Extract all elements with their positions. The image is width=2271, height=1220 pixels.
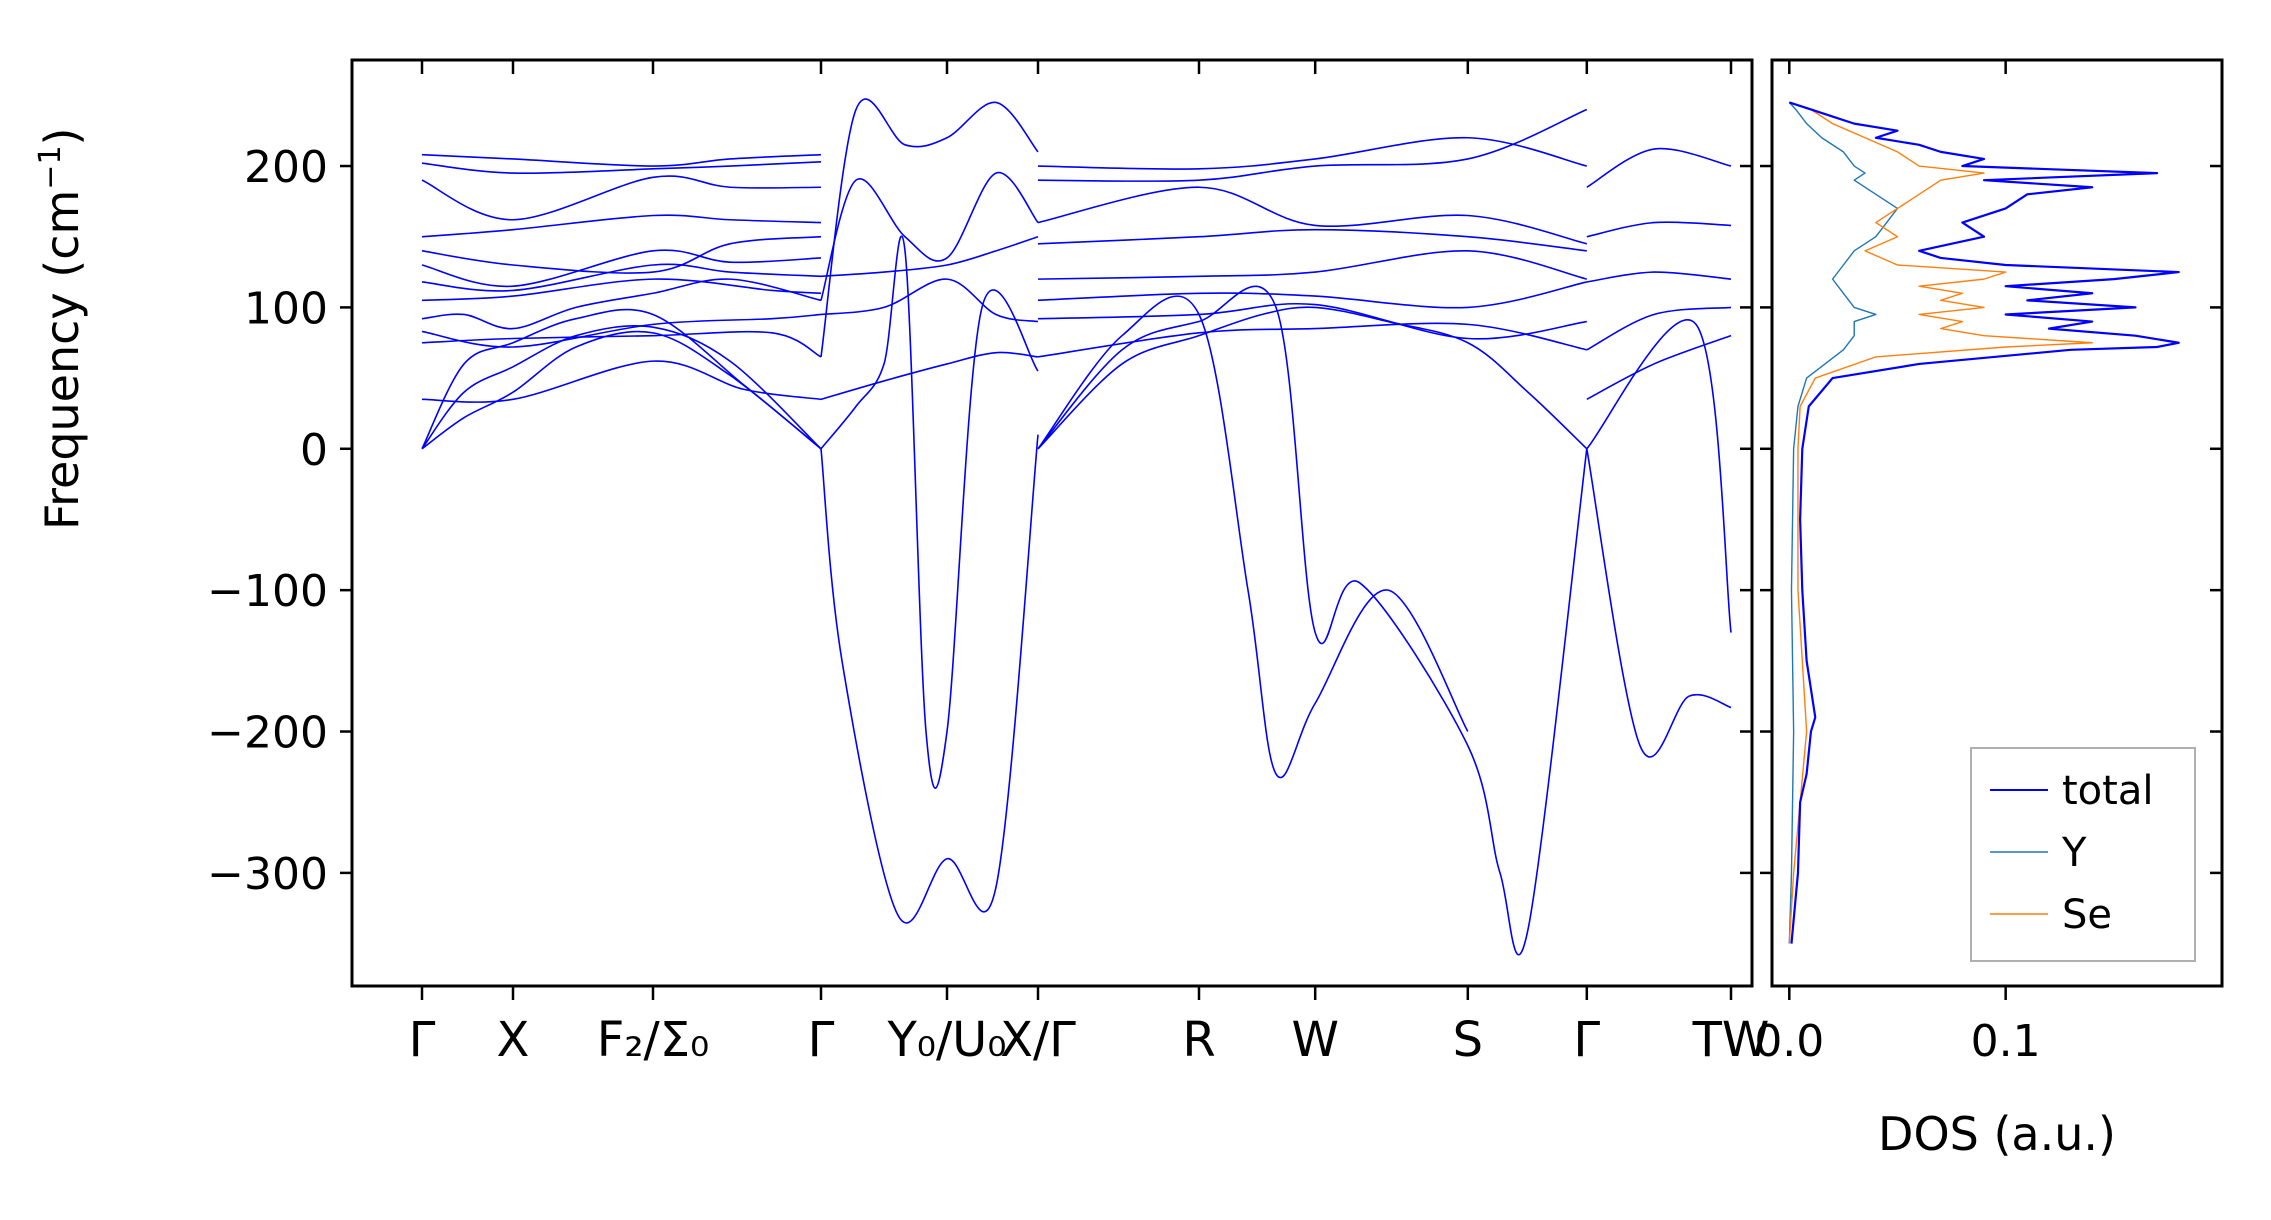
- high-symmetry-label: X/Γ: [1000, 1012, 1076, 1068]
- dos-x-tick-labels: 0.0 0.1: [1754, 1016, 2040, 1067]
- phonon-band-19: [820, 172, 1039, 301]
- legend-label-total: total: [2062, 768, 2153, 814]
- phonon-band-14: [421, 160, 822, 175]
- phonon-band-38: [1586, 271, 1732, 283]
- phonon-band-31: [1037, 186, 1587, 245]
- phonon-band-10: [421, 249, 822, 288]
- y-tick-label: 0: [300, 425, 328, 476]
- phonon-band-5: [421, 330, 822, 358]
- legend: total Y Se: [1970, 747, 2196, 962]
- phonon-band-13: [421, 175, 822, 221]
- dos-ticks: [1760, 60, 2222, 1000]
- high-symmetry-label: Y₀/U₀: [886, 1012, 1006, 1068]
- phonon-band-22: [820, 235, 1039, 278]
- phonon-band-30: [1037, 228, 1587, 252]
- phonon-band-25: [1037, 285, 1588, 956]
- dispersion-frame: [350, 58, 1754, 988]
- dos-frame: [1770, 58, 2224, 988]
- phonon-band-26: [1037, 322, 1587, 358]
- dos-x-tick-label: 0.0: [1754, 1016, 1824, 1067]
- y-tick-label: −200: [207, 708, 328, 759]
- phonon-band-32: [1037, 108, 1588, 183]
- dispersion-ticks: [340, 60, 1752, 1000]
- phonon-band-24: [1037, 295, 1469, 779]
- dos-plot-area: [1788, 101, 2180, 944]
- phonon-band-7: [421, 278, 822, 330]
- phonon-band-23: [1037, 306, 1588, 450]
- phonon-band-3: [421, 308, 822, 450]
- high-symmetry-label: W: [1291, 1012, 1338, 1068]
- high-symmetry-label: S: [1453, 1012, 1483, 1068]
- high-symmetry-label: Γ: [1573, 1012, 1600, 1068]
- phonon-band-28: [1037, 281, 1587, 309]
- y-tick-label: 200: [244, 142, 328, 193]
- phonon-band-34: [1586, 448, 1732, 758]
- legend-box: [1970, 747, 2196, 962]
- phonon-band-11: [421, 235, 822, 274]
- phonon-band-20: [820, 351, 1039, 401]
- phonon-band-36: [1586, 334, 1732, 401]
- dos-panel: 0.0 0.1 DOS (a.u.) total Y Se: [1754, 58, 2224, 1161]
- dos-x-axis-label: DOS (a.u.): [1878, 1107, 2116, 1161]
- high-symmetry-label: F₂/Σ₀: [597, 1012, 710, 1068]
- dos-line-total: [1788, 101, 2180, 944]
- phonon-band-39: [1586, 221, 1732, 238]
- high-symmetry-label: TW: [1692, 1012, 1770, 1068]
- phonon-band-6: [421, 313, 822, 348]
- high-symmetry-label: R: [1182, 1012, 1215, 1068]
- dispersion-plot-area: [421, 98, 1732, 956]
- dos-line-y: [1788, 101, 1899, 944]
- dos-x-tick-label: 0.1: [1971, 1016, 2041, 1067]
- phonon-band-18: [820, 98, 1039, 358]
- y-tick-label: 100: [244, 283, 328, 334]
- y-tick-labels: −300 −200 −100 0 100 200: [207, 142, 328, 900]
- legend-label-y: Y: [2061, 830, 2087, 876]
- dos-line-se: [1788, 101, 2093, 944]
- y-axis-label: Frequency (cm−1): [33, 128, 89, 531]
- phonon-band-4: [421, 360, 822, 403]
- high-symmetry-label: Γ: [409, 1012, 436, 1068]
- phonon-band-8: [421, 278, 822, 302]
- phonon-band-40: [1586, 147, 1732, 188]
- phonon-band-9: [421, 263, 822, 292]
- phonon-band-16: [820, 434, 1039, 924]
- phonon-band-37: [1586, 306, 1732, 351]
- phonon-band-35: [1586, 319, 1732, 633]
- legend-label-se: Se: [2062, 892, 2112, 938]
- phonon-band-2: [421, 325, 822, 450]
- phonon-band-27: [1037, 302, 1587, 340]
- high-symmetry-label: X: [497, 1012, 530, 1068]
- high-symmetry-labels: Γ X F₂/Σ₀ Γ Y₀/U₀X/Γ R W S Γ TW: [409, 1012, 1770, 1068]
- y-tick-label: −100: [207, 566, 328, 617]
- y-tick-label: −300: [207, 849, 328, 900]
- phonon-band-17: [820, 235, 1039, 789]
- phonon-band-12: [421, 214, 822, 238]
- phonon-band-29: [1037, 250, 1587, 280]
- phonon-band-21: [820, 278, 1039, 323]
- high-symmetry-label: Γ: [808, 1012, 835, 1068]
- phonon-band-15: [421, 153, 822, 167]
- phonon-band-33: [1037, 136, 1587, 170]
